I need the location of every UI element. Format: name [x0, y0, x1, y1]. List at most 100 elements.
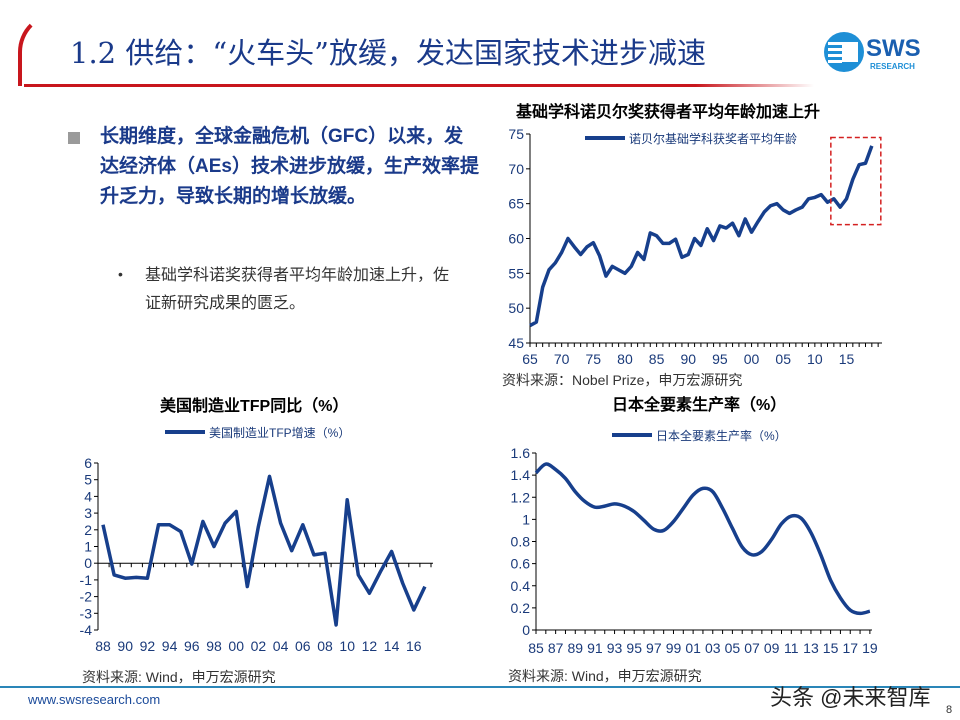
x-tick-label: 04: [273, 638, 289, 654]
x-tick-label: 05: [725, 640, 741, 656]
x-tick-label: 17: [842, 640, 858, 656]
y-tick-label: 0.4: [511, 578, 531, 594]
logo-text: SWS: [866, 35, 921, 62]
x-tick-label: 10: [807, 351, 823, 367]
chart-nobel-age: 45 50 55 60 65 70 75 65 70 75 80 85 90 95 00 05 10 15 诺贝尔基…: [508, 126, 882, 367]
footer-divider: [0, 686, 960, 688]
x-tick-label: 65: [522, 351, 538, 367]
y-tick-label: 1.4: [511, 467, 531, 483]
x-tick-label: 02: [251, 638, 267, 654]
sub-bullet-dot: •: [118, 266, 123, 282]
x-tick-label: 07: [744, 640, 760, 656]
y-tick-label: 0: [522, 622, 530, 638]
x-tick-label: 97: [646, 640, 662, 656]
y-tick-label: 60: [508, 231, 524, 247]
page-number: 8: [946, 704, 953, 716]
x-tick-label: 96: [184, 638, 200, 654]
x-tick-label: 91: [587, 640, 603, 656]
watermark: 头条 @未来智库: [770, 685, 931, 710]
y-tick-label: 1.6: [511, 445, 531, 461]
chart-japan-tfp-source: 资料来源: Wind，申万宏源研究: [508, 668, 702, 684]
x-tick-label: 92: [140, 638, 156, 654]
y-tick-label: -2: [80, 589, 93, 605]
x-tick-label: 90: [680, 351, 696, 367]
header-divider: [24, 84, 814, 87]
x-tick-label: 11: [784, 640, 799, 656]
series-line: [529, 145, 874, 328]
x-tick-label: 14: [384, 638, 400, 654]
legend-label: 美国制造业TFP增速（%）: [209, 426, 350, 440]
header-frame: [18, 12, 818, 86]
y-tick-label: 65: [508, 196, 524, 212]
x-tick-label: 08: [317, 638, 333, 654]
x-tick-label: 95: [626, 640, 642, 656]
y-tick-label: 0.2: [511, 600, 531, 616]
legend-label: 诺贝尔基础学科获奖者平均年龄: [629, 131, 797, 146]
y-tick-label: 0: [84, 555, 92, 571]
x-tick-label: 99: [666, 640, 682, 656]
y-tick-label: 50: [508, 300, 524, 316]
x-tick-label: 01: [685, 640, 701, 656]
x-tick-label: 15: [839, 351, 855, 367]
y-tick-label: 0.8: [511, 534, 531, 550]
y-tick-label: -3: [80, 605, 93, 621]
y-tick-label: 1.2: [511, 489, 531, 505]
y-tick-label: -1: [80, 572, 93, 588]
x-tick-label: 03: [705, 640, 721, 656]
x-tick-label: 88: [95, 638, 111, 654]
x-tick-label: 06: [295, 638, 311, 654]
y-tick-label: 0.6: [511, 556, 531, 572]
x-tick-label: 70: [554, 351, 570, 367]
chart-nobel-title: 基础学科诺贝尔奖获得者平均年龄加速上升: [516, 104, 821, 121]
y-tick-label: 45: [508, 335, 524, 351]
x-tick-label: 90: [117, 638, 133, 654]
logo-subtext: RESEARCH: [870, 62, 915, 71]
x-tick-label: 16: [406, 638, 422, 654]
x-tick-label: 93: [607, 640, 623, 656]
x-tick-label: 85: [528, 640, 544, 656]
x-tick-label: 95: [712, 351, 728, 367]
chart-japan-tfp-title: 日本全要素生产率（%）: [612, 397, 787, 414]
x-tick-label: 09: [764, 640, 780, 656]
x-tick-label: 00: [228, 638, 244, 654]
y-tick-label: -4: [80, 622, 93, 638]
main-point: 长期维度，全球金融危机（GFC）以来，发达经济体（AEs）技术进步放缓，生产效率…: [100, 126, 479, 207]
y-tick-label: 70: [508, 161, 524, 177]
sws-logo: SWS RESEARCH: [822, 28, 952, 76]
y-tick-label: 2: [84, 522, 92, 538]
highlight-box: [830, 136, 882, 226]
chart-us-tfp-source: 资料来源: Wind，申万宏源研究: [82, 669, 276, 685]
x-tick-label: 85: [649, 351, 665, 367]
x-tick-label: 05: [775, 351, 791, 367]
chart-us-tfp-title: 美国制造业TFP同比（%）: [160, 398, 349, 415]
x-tick-label: 94: [162, 638, 178, 654]
page-title: 1.2 供给：“火车头”放缓，发达国家技术进步减速: [70, 36, 706, 70]
x-tick-label: 10: [339, 638, 355, 654]
logo-icon: SWS RESEARCH: [824, 32, 921, 72]
sub-point: 基础学科诺奖获得者平均年龄加速上升，佐证新研究成果的匮乏。: [145, 267, 450, 312]
x-tick-label: 15: [823, 640, 839, 656]
chart-nobel-source: 资料来源：Nobel Prize，申万宏源研究: [502, 372, 743, 388]
footer-url[interactable]: www.swsresearch.com: [28, 692, 161, 707]
x-tick-label: 87: [548, 640, 564, 656]
y-tick-label: 75: [508, 126, 524, 142]
legend-label: 日本全要素生产率（%）: [656, 428, 787, 443]
x-tick-label: 19: [862, 640, 878, 656]
series-line: [534, 462, 871, 616]
x-tick-label: 13: [803, 640, 819, 656]
chart-japan-tfp: 00.20.40.60.811.21.41.685 87 89 91 93 95 97 99 0…: [511, 428, 878, 656]
y-tick-label: 1: [522, 511, 530, 527]
y-tick-label: 3: [84, 505, 92, 521]
bullet-square: [68, 132, 80, 144]
y-tick-label: 4: [84, 488, 92, 504]
series-line: [101, 474, 427, 627]
x-tick-label: 89: [567, 640, 583, 656]
y-tick-label: 6: [84, 455, 92, 471]
x-tick-label: 98: [206, 638, 222, 654]
x-tick-label: 75: [586, 351, 602, 367]
x-tick-label: 12: [362, 638, 378, 654]
x-tick-label: 00: [744, 351, 760, 367]
y-tick-label: 5: [84, 472, 92, 488]
y-tick-label: 55: [508, 265, 524, 281]
